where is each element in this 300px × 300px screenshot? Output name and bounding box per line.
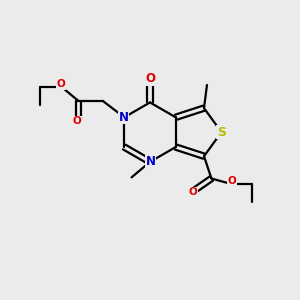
- Text: N: N: [146, 155, 156, 168]
- Text: O: O: [73, 116, 81, 126]
- Text: O: O: [145, 73, 155, 85]
- Text: S: S: [217, 126, 226, 139]
- Text: O: O: [189, 187, 198, 197]
- Text: N: N: [119, 111, 129, 124]
- Text: O: O: [56, 79, 65, 89]
- Text: O: O: [228, 176, 237, 186]
